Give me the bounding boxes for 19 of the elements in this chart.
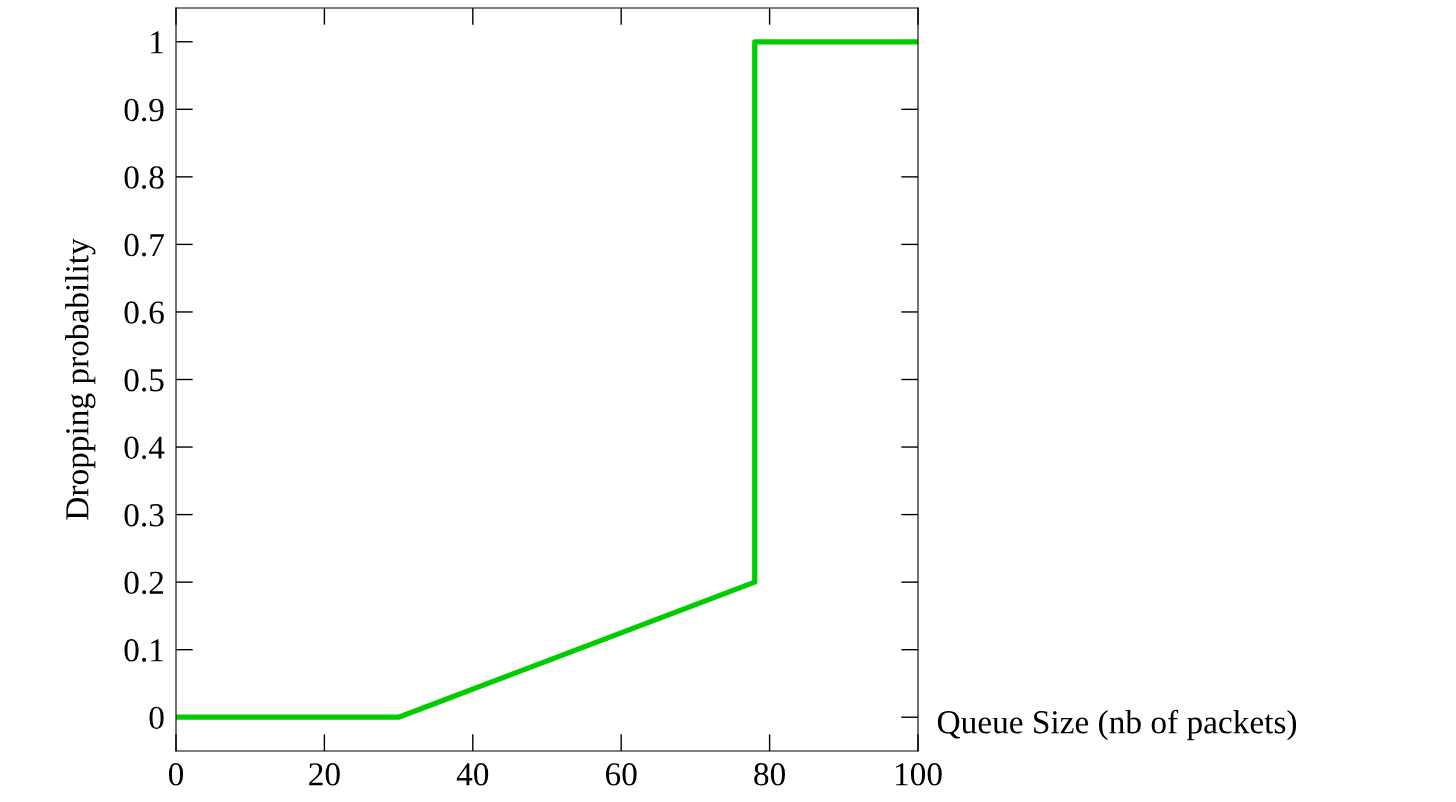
- y-tick-label: 0.4: [124, 436, 165, 460]
- x-tick-label: 100: [895, 763, 942, 786]
- x-tick-label: 80: [754, 763, 785, 786]
- y-tick-label: 1: [151, 31, 163, 54]
- y-tick-label: 0.6: [124, 301, 164, 324]
- x-axis-title: Queue Size (nb of packets): [937, 709, 1297, 741]
- y-axis-title: Dropping probability: [65, 238, 96, 520]
- y-tick-label: 0: [149, 706, 164, 730]
- x-tick-label: 0: [168, 763, 184, 786]
- y-tick-label: 0.1: [124, 639, 163, 662]
- x-tick-label: 40: [456, 763, 489, 786]
- y-tick-label: 0.3: [124, 503, 164, 527]
- x-tick-label: 20: [309, 763, 340, 786]
- x-tick-label: 60: [605, 763, 637, 786]
- y-tick-label: 0.2: [124, 571, 164, 595]
- y-tick-label: 0.9: [124, 98, 164, 122]
- y-tick-label: 0.5: [124, 368, 164, 392]
- y-tick-label: 0.8: [124, 166, 164, 189]
- y-tick-label: 0.7: [124, 233, 164, 257]
